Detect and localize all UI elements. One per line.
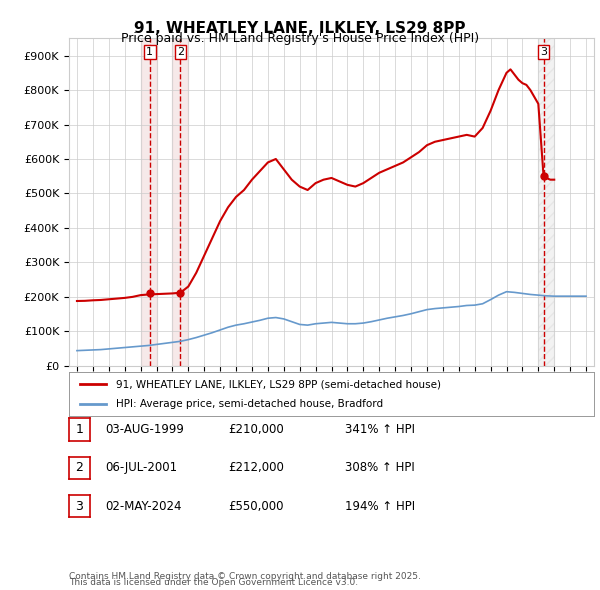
Text: 03-AUG-1999: 03-AUG-1999 bbox=[105, 423, 184, 436]
Text: 1: 1 bbox=[76, 423, 83, 436]
Text: £210,000: £210,000 bbox=[228, 423, 284, 436]
Text: 2: 2 bbox=[177, 47, 184, 57]
Text: 1: 1 bbox=[146, 47, 154, 57]
Text: 91, WHEATLEY LANE, ILKLEY, LS29 8PP (semi-detached house): 91, WHEATLEY LANE, ILKLEY, LS29 8PP (sem… bbox=[116, 379, 441, 389]
Text: 308% ↑ HPI: 308% ↑ HPI bbox=[345, 461, 415, 474]
Text: 3: 3 bbox=[540, 47, 547, 57]
Text: Price paid vs. HM Land Registry's House Price Index (HPI): Price paid vs. HM Land Registry's House … bbox=[121, 32, 479, 45]
Text: HPI: Average price, semi-detached house, Bradford: HPI: Average price, semi-detached house,… bbox=[116, 399, 383, 408]
Text: 341% ↑ HPI: 341% ↑ HPI bbox=[345, 423, 415, 436]
Text: 2: 2 bbox=[76, 461, 83, 474]
Text: 06-JUL-2001: 06-JUL-2001 bbox=[105, 461, 177, 474]
Text: 3: 3 bbox=[76, 500, 83, 513]
Text: This data is licensed under the Open Government Licence v3.0.: This data is licensed under the Open Gov… bbox=[69, 578, 358, 587]
Text: Contains HM Land Registry data © Crown copyright and database right 2025.: Contains HM Land Registry data © Crown c… bbox=[69, 572, 421, 581]
Text: £550,000: £550,000 bbox=[228, 500, 284, 513]
Bar bbox=[140, 38, 157, 366]
Text: 02-MAY-2024: 02-MAY-2024 bbox=[105, 500, 182, 513]
Bar bbox=[172, 38, 188, 366]
Text: 91, WHEATLEY LANE, ILKLEY, LS29 8PP: 91, WHEATLEY LANE, ILKLEY, LS29 8PP bbox=[134, 21, 466, 35]
Bar bbox=[538, 38, 554, 366]
Text: 194% ↑ HPI: 194% ↑ HPI bbox=[345, 500, 415, 513]
Text: £212,000: £212,000 bbox=[228, 461, 284, 474]
